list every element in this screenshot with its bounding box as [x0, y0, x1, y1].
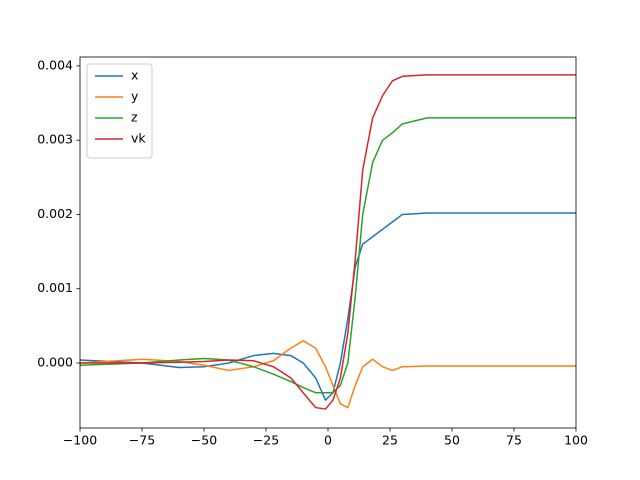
legend-box	[86, 63, 153, 159]
y-tick-label: 0.004	[37, 57, 73, 72]
y-tick-label: 0.000	[37, 355, 73, 370]
y-tick-label: 0.003	[37, 132, 73, 147]
y-tick-label: 0.002	[37, 206, 73, 221]
x-tick-label: 100	[564, 433, 588, 448]
x-tick-label: −75	[129, 433, 155, 448]
x-tick-label: 25	[382, 433, 398, 448]
legend-label: x	[131, 68, 138, 83]
line-series	[79, 117, 576, 394]
x-tick-label: −25	[253, 433, 279, 448]
legend: xyz vk	[86, 63, 153, 159]
legend-label: vk	[131, 131, 146, 146]
line-series	[80, 74, 576, 410]
x-tick-label: 50	[444, 433, 460, 448]
y-tick-label: 0.001	[37, 280, 73, 295]
line-series	[79, 212, 576, 401]
line-series	[79, 339, 576, 409]
legend-label: y	[131, 89, 139, 104]
x-tick-label: −50	[191, 433, 217, 448]
x-tick-label: 75	[506, 433, 522, 448]
legend-label: z	[131, 110, 138, 125]
x-tick-label: 0	[324, 433, 332, 448]
x-tick-label: −100	[63, 433, 97, 448]
